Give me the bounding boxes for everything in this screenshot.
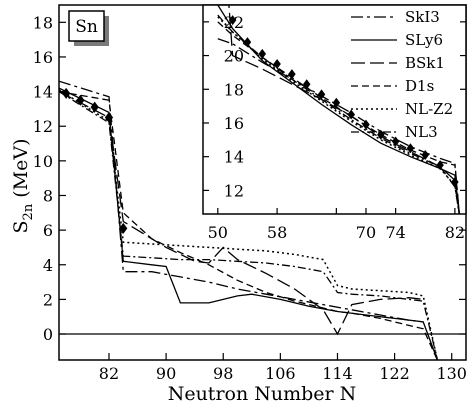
inset-series-bsk1 [217,5,460,214]
y-axis-title-main: S [10,220,32,233]
inset-x-tick-label: 50 [208,223,228,242]
main-experiment-point [104,112,114,124]
element-tag: Sn [68,10,109,46]
inset-experiment-point [421,150,430,161]
inset-y-tick-label: 20 [224,47,244,66]
inset-experiment-point [302,79,311,90]
inset-experiment-point [273,58,281,69]
main-experiment-point [76,94,85,106]
inset-experiment-point [436,160,444,171]
main-x-tick-labels: 82 90 98 106 114 122 130 [99,364,467,383]
legend-label-ski3: SkI3 [405,8,440,26]
element-tag-box [68,10,105,42]
inset-y-tick-label: 18 [224,80,244,99]
main-y-tick-labels: 0 2 4 6 8 10 12 14 16 18 [33,13,53,344]
inset-experiment-points [228,15,459,187]
main-experiment-point [90,101,99,113]
x-axis-title: Neutron Number N [168,383,357,405]
legend-label-d1s: D1s [405,77,434,95]
legend-label-sly6: SLy6 [405,31,443,49]
y-axis-title-unit: (MeV) [10,139,32,204]
element-label: Sn [75,17,98,37]
inset-x-tick-label: 82 [445,223,465,242]
main-x-tick-label: 130 [436,364,467,383]
main-ticks [59,21,466,360]
main-x-tick-label: 106 [265,364,296,383]
main-y-tick-label: 18 [33,13,53,32]
inset-y-tick-label: 14 [224,148,244,167]
inset-experiment-point [451,176,459,187]
inset-y-tick-labels: 12 14 16 18 20 22 [224,13,244,201]
inset-experiment-point [258,48,267,59]
main-experiment-points [62,87,128,234]
main-series-nl3 [59,91,439,360]
legend-label-bsk1: BSk1 [405,54,445,72]
main-y-tick-label: 6 [43,221,53,240]
main-experiment-point [62,87,71,99]
main-y-tick-label: 8 [43,186,53,205]
main-series-bsk1 [59,91,424,336]
y-axis-title: S2n (MeV) [10,139,36,234]
inset-experiment-point [406,143,415,154]
inset-x-tick-label: 58 [267,223,287,242]
inset-series-group [217,5,461,214]
inset-series-ski3 [217,38,460,214]
main-series-nl-z2 [59,89,439,360]
inset-experiment-point [332,97,341,108]
inset-series-nl3 [217,14,460,214]
inset-experiment-point [391,136,400,147]
inset-experiment-point [243,37,252,48]
legend-label-nl3: NL3 [405,123,438,141]
inset-y-tick-label: 22 [224,13,244,32]
inset-experiment-point [228,15,237,26]
main-x-tick-label: 90 [156,364,176,383]
main-y-tick-label: 14 [33,83,53,102]
legend: SkI3 SLy6 BSk1 D1s NL-Z2 NL3 [351,8,453,141]
main-series-ski3 [59,80,424,323]
main-series-d1s [59,90,438,360]
main-x-tick-label: 98 [213,364,233,383]
inset-y-tick-label: 12 [224,181,244,200]
inset-experiment-point [288,69,296,80]
y-axis-title-sub: 2n [21,203,36,220]
inset-ticks [203,21,466,214]
main-series-group [59,80,439,360]
main-x-tick-label: 122 [379,364,410,383]
inset-x-tick-label: 70 [356,223,376,242]
main-y-tick-label: 4 [43,256,53,275]
main-experiment-point [119,222,128,234]
inset-experiment-point [362,119,370,130]
inset-experiment-point [347,109,355,120]
main-y-tick-label: 12 [33,117,53,136]
legend-label-nl-z2: NL-Z2 [405,100,453,118]
inset-y-tick-label: 16 [224,114,244,133]
inset-series-d1s [217,21,460,214]
main-series-sly6 [59,87,439,360]
inset-x-tick-label: 74 [385,223,405,242]
inset-experiment-point [317,89,326,100]
inset-x-tick-labels: 50 58 70 74 82 [208,223,465,242]
main-x-tick-label: 114 [322,364,353,383]
main-y-tick-label: 10 [33,152,53,171]
main-y-tick-label: 0 [43,325,53,344]
main-y-tick-label: 16 [33,48,53,67]
main-y-tick-label: 2 [43,290,53,309]
main-x-tick-label: 82 [99,364,119,383]
